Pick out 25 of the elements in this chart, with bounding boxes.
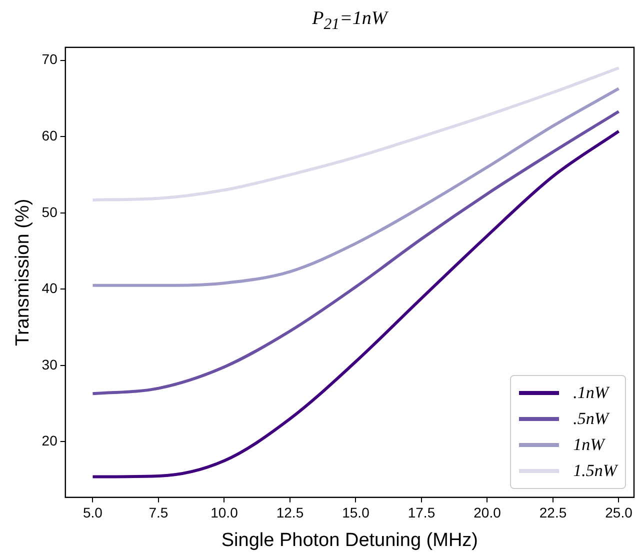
legend-label: 1nW [573, 435, 604, 456]
line-series [91, 130, 620, 478]
x-tick-label: 22.5 [539, 504, 567, 521]
line-series [91, 87, 620, 287]
y-tick-label: 70 [42, 51, 58, 68]
x-axis-title: Single Photon Detuning (MHz) [221, 530, 478, 551]
x-tick-label: 12.5 [276, 504, 304, 521]
y-tick-label: 40 [42, 280, 58, 296]
y-tick-label: 50 [42, 204, 58, 220]
y-axis-title: Transmission (%) [12, 198, 34, 346]
x-tick-label: 17.5 [408, 504, 436, 521]
chart-title: P$_{21}$=1nW [311, 8, 390, 35]
y-tick-label: 30 [42, 356, 58, 372]
legend-label: .1nW [573, 383, 608, 404]
x-tick-label: 5.0 [82, 504, 103, 521]
y-tick-label: 20 [42, 432, 58, 449]
x-tick-label: 7.5 [148, 504, 168, 521]
y-tick-label: 60 [42, 127, 58, 144]
x-tick-label: 10.0 [210, 504, 238, 521]
x-tick-label: 25.0 [605, 504, 633, 521]
x-tick-label: 20.0 [474, 504, 502, 521]
line-series [91, 66, 620, 202]
legend-label: .5nW [573, 409, 608, 430]
legend-label: 1.5nW [573, 461, 617, 482]
x-tick-label: 15.0 [342, 504, 370, 521]
